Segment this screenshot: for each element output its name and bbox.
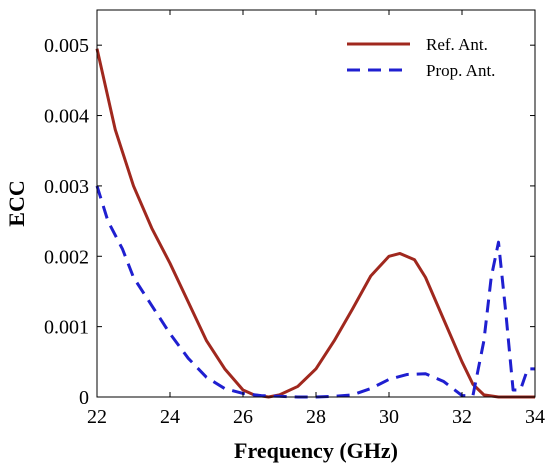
x-tick-label: 34 xyxy=(525,406,545,428)
x-tick-label: 24 xyxy=(160,406,180,428)
y-axis-title: ECC xyxy=(4,180,29,226)
y-tick-label: 0 xyxy=(79,387,89,409)
axis-ticks xyxy=(96,10,536,398)
plot-lines xyxy=(95,48,535,399)
y-tick-label: 0.005 xyxy=(44,35,89,57)
legend-label-ref-ant: Ref. Ant. xyxy=(426,35,488,54)
x-tick-label: 30 xyxy=(379,406,399,428)
y-tick-label: 0.002 xyxy=(44,246,89,268)
tick-labels: 22 24 26 28 30 32 34 0 0.001 0.002 0.003 0.004 0.005 xyxy=(44,35,545,428)
series-line-ref-ant xyxy=(95,48,535,399)
legend: Ref. Ant. Prop. Ant. xyxy=(338,28,528,84)
x-tick-label: 28 xyxy=(306,406,326,428)
y-tick-label: 0.001 xyxy=(44,317,89,339)
x-tick-label: 22 xyxy=(87,406,107,428)
x-tick-label: 32 xyxy=(452,406,472,428)
y-tick-label: 0.004 xyxy=(44,106,89,128)
legend-box xyxy=(338,28,528,84)
y-tick-label: 0.003 xyxy=(44,176,89,198)
x-axis-title: Frequency (GHz) xyxy=(234,438,398,463)
x-tick-label: 26 xyxy=(233,406,253,428)
series-line-prop-ant xyxy=(95,185,535,399)
legend-label-prop-ant: Prop. Ant. xyxy=(426,61,495,80)
